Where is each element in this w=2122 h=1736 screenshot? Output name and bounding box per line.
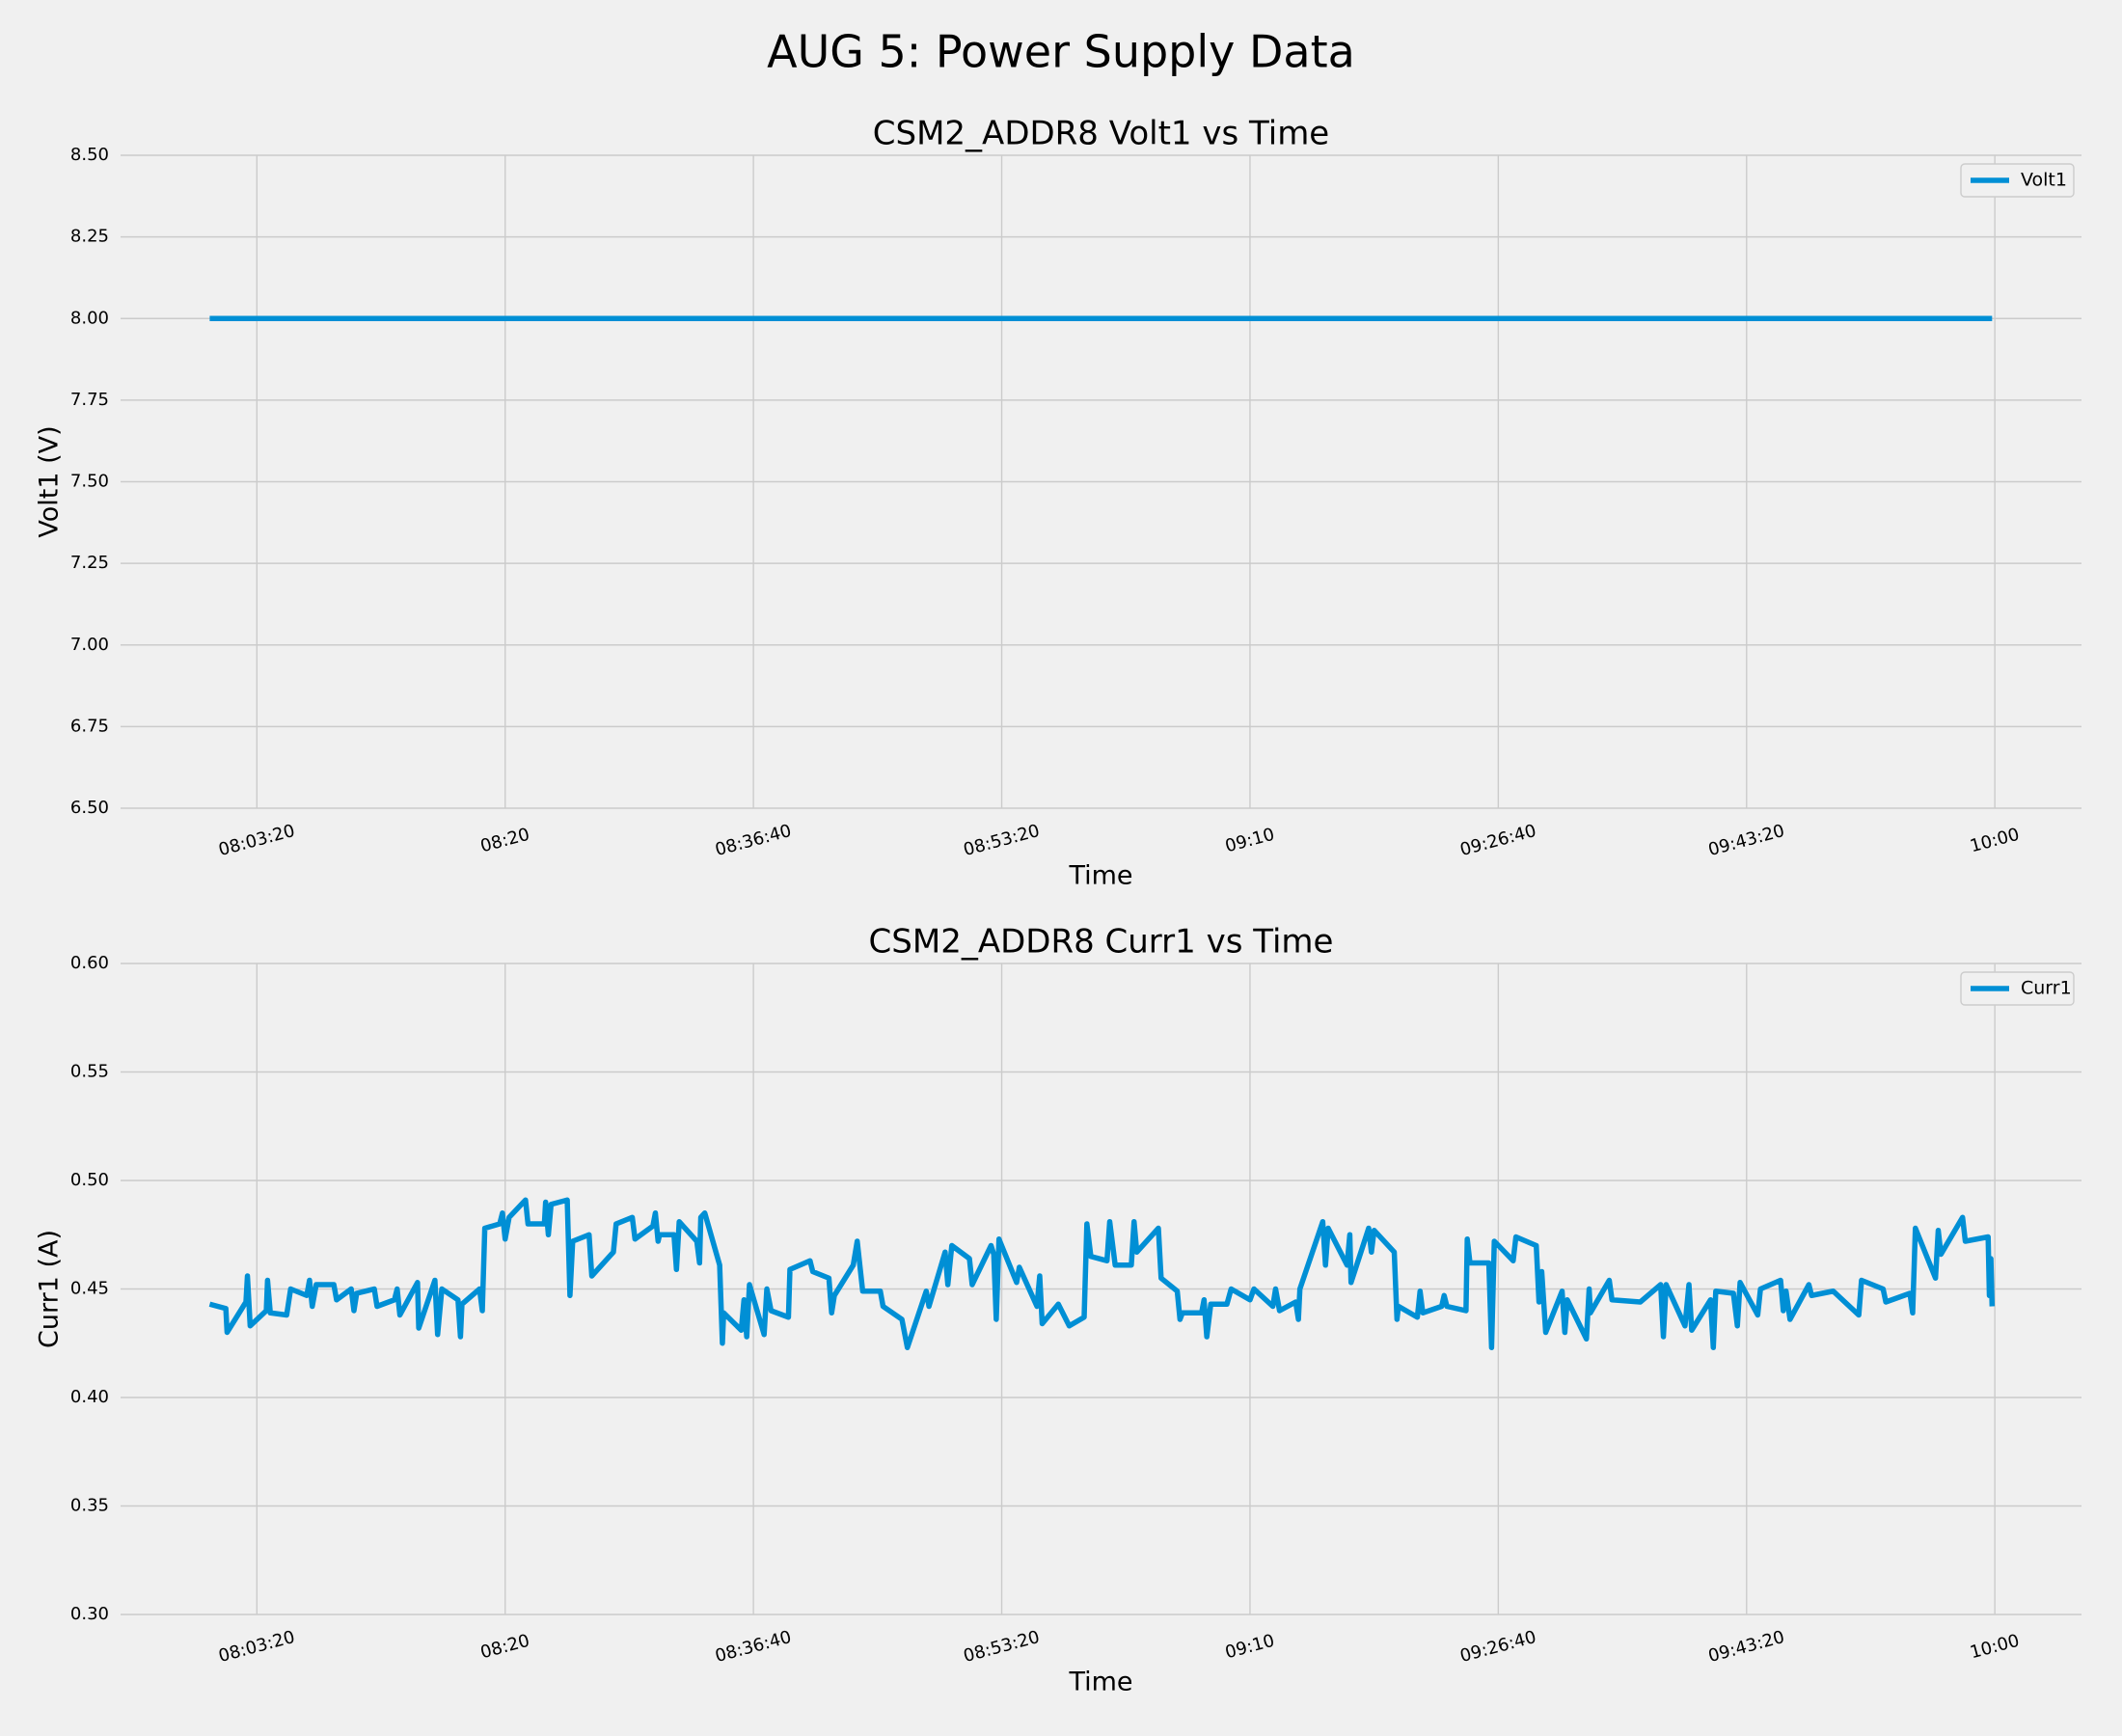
- x-axis-label: Time: [1068, 861, 1132, 891]
- subplot-title: CSM2_ADDR8 Curr1 vs Time: [869, 923, 1334, 962]
- x-axis-label: Time: [1068, 1668, 1132, 1697]
- legend: Curr1: [1960, 971, 2075, 1006]
- y-tick-label: 0.30: [70, 1604, 109, 1624]
- y-tick-label: 0.45: [70, 1279, 109, 1299]
- y-tick-label: 6.75: [70, 716, 109, 736]
- y-tick-label: 8.25: [70, 227, 109, 247]
- y-tick-label: 7.25: [70, 553, 109, 573]
- legend: Volt1: [1960, 163, 2075, 198]
- subplot-title: CSM2_ADDR8 Volt1 vs Time: [873, 115, 1329, 153]
- y-tick-label: 7.00: [70, 635, 109, 655]
- y-axis-label: Volt1 (V): [35, 425, 65, 537]
- y-tick-label: 0.40: [70, 1387, 109, 1407]
- y-tick-label: 7.75: [70, 390, 109, 410]
- y-tick-label: 7.50: [70, 472, 109, 492]
- legend-label: Volt1: [2021, 170, 2067, 191]
- data-line: [208, 1197, 1996, 1350]
- y-tick-label: 8.50: [70, 145, 109, 165]
- y-tick-label: 6.50: [70, 798, 109, 818]
- figure-title: AUG 5: Power Supply Data: [767, 26, 1355, 78]
- legend-box: [1960, 971, 2075, 1006]
- y-tick-label: 8.00: [70, 308, 109, 328]
- legend-label: Curr1: [2021, 978, 2072, 999]
- y-tick-label: 0.35: [70, 1496, 109, 1516]
- y-tick-label: 0.55: [70, 1062, 109, 1082]
- y-axis-label: Curr1 (A): [35, 1230, 65, 1348]
- y-tick-label: 0.60: [70, 953, 109, 973]
- legend-box: [1960, 163, 2075, 198]
- y-tick-label: 0.50: [70, 1170, 109, 1190]
